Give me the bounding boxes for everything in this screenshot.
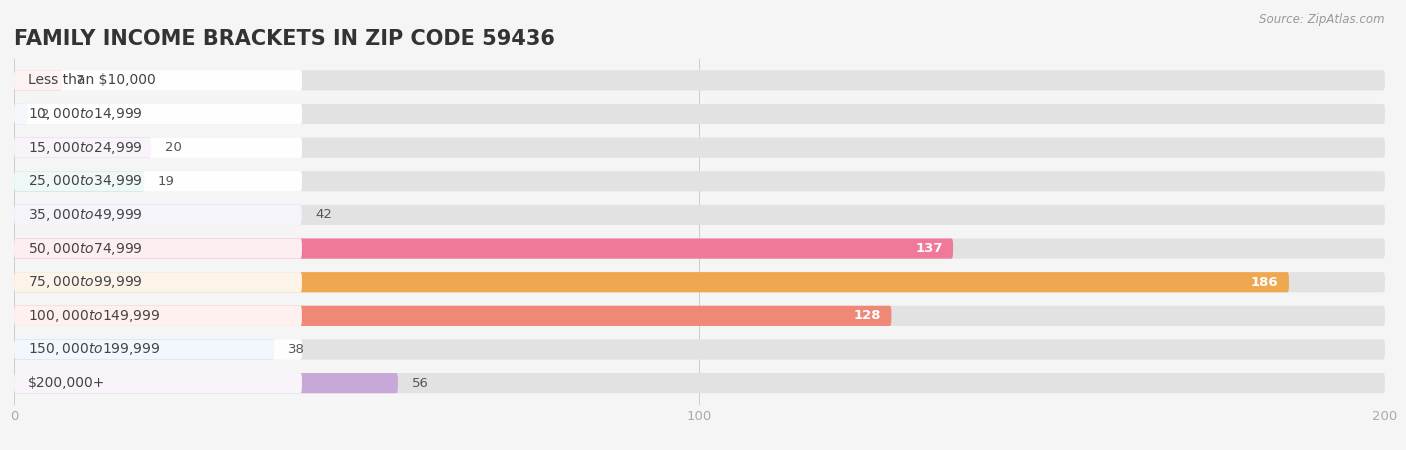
FancyBboxPatch shape [14, 138, 302, 158]
Text: $35,000 to $49,999: $35,000 to $49,999 [28, 207, 142, 223]
Text: FAMILY INCOME BRACKETS IN ZIP CODE 59436: FAMILY INCOME BRACKETS IN ZIP CODE 59436 [14, 29, 555, 49]
FancyBboxPatch shape [14, 373, 1385, 393]
Text: $75,000 to $99,999: $75,000 to $99,999 [28, 274, 142, 290]
FancyBboxPatch shape [14, 306, 302, 326]
FancyBboxPatch shape [14, 138, 1385, 158]
FancyBboxPatch shape [14, 339, 274, 360]
FancyBboxPatch shape [14, 272, 302, 292]
FancyBboxPatch shape [14, 104, 28, 124]
FancyBboxPatch shape [14, 171, 1385, 191]
FancyBboxPatch shape [14, 339, 1385, 360]
FancyBboxPatch shape [14, 205, 302, 225]
Text: Less than $10,000: Less than $10,000 [28, 73, 156, 87]
FancyBboxPatch shape [14, 373, 398, 393]
Text: $25,000 to $34,999: $25,000 to $34,999 [28, 173, 142, 189]
Text: 38: 38 [288, 343, 305, 356]
Text: 2: 2 [42, 108, 51, 121]
FancyBboxPatch shape [14, 373, 302, 393]
Text: $15,000 to $24,999: $15,000 to $24,999 [28, 140, 142, 156]
Text: 128: 128 [853, 309, 882, 322]
FancyBboxPatch shape [14, 70, 302, 90]
FancyBboxPatch shape [14, 373, 302, 393]
FancyBboxPatch shape [14, 70, 1385, 90]
FancyBboxPatch shape [14, 306, 1385, 326]
FancyBboxPatch shape [14, 238, 302, 259]
Text: 186: 186 [1251, 276, 1278, 289]
FancyBboxPatch shape [14, 138, 152, 158]
FancyBboxPatch shape [14, 339, 302, 360]
Text: $100,000 to $149,999: $100,000 to $149,999 [28, 308, 160, 324]
FancyBboxPatch shape [14, 104, 302, 124]
FancyBboxPatch shape [14, 272, 1289, 292]
FancyBboxPatch shape [14, 306, 302, 326]
FancyBboxPatch shape [14, 306, 891, 326]
Text: 42: 42 [315, 208, 333, 221]
Text: $50,000 to $74,999: $50,000 to $74,999 [28, 241, 142, 256]
FancyBboxPatch shape [14, 238, 1385, 259]
Text: $10,000 to $14,999: $10,000 to $14,999 [28, 106, 142, 122]
Text: $150,000 to $199,999: $150,000 to $199,999 [28, 342, 160, 357]
FancyBboxPatch shape [14, 70, 62, 90]
FancyBboxPatch shape [14, 171, 145, 191]
FancyBboxPatch shape [14, 238, 302, 259]
FancyBboxPatch shape [14, 272, 1385, 292]
Text: $200,000+: $200,000+ [28, 376, 105, 390]
FancyBboxPatch shape [14, 171, 302, 191]
FancyBboxPatch shape [14, 138, 302, 158]
FancyBboxPatch shape [14, 272, 302, 292]
Text: 137: 137 [915, 242, 943, 255]
FancyBboxPatch shape [14, 104, 302, 124]
FancyBboxPatch shape [14, 171, 302, 191]
FancyBboxPatch shape [14, 205, 302, 225]
Text: 7: 7 [76, 74, 84, 87]
FancyBboxPatch shape [14, 205, 1385, 225]
FancyBboxPatch shape [14, 70, 302, 90]
Text: Source: ZipAtlas.com: Source: ZipAtlas.com [1260, 14, 1385, 27]
FancyBboxPatch shape [14, 238, 953, 259]
Text: 20: 20 [165, 141, 181, 154]
FancyBboxPatch shape [14, 339, 302, 360]
Text: 56: 56 [412, 377, 429, 390]
Text: 19: 19 [157, 175, 174, 188]
FancyBboxPatch shape [14, 104, 1385, 124]
FancyBboxPatch shape [14, 205, 302, 225]
